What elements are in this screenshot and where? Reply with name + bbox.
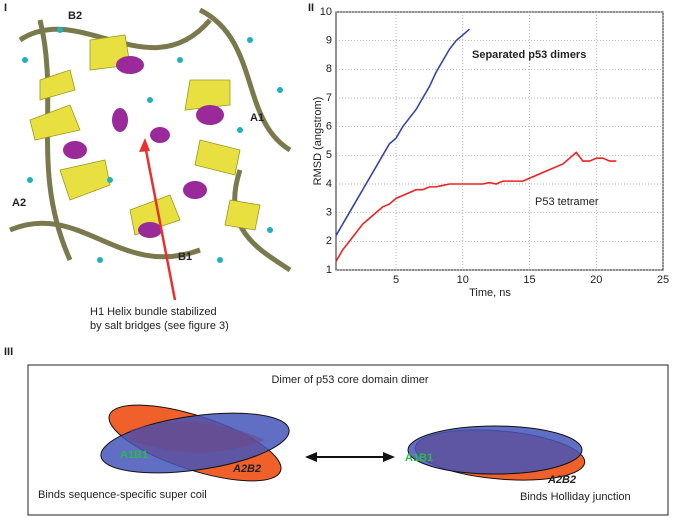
plot-area (335, 11, 664, 271)
dimer-label: A2B2 (232, 463, 261, 475)
x-axis-label: Time, ns (469, 287, 511, 299)
chart-annotation: Separated p53 dimers (472, 49, 586, 61)
y-tick-label: 6 (326, 121, 332, 133)
x-tick-label: 5 (393, 274, 399, 286)
dimer-label: A2B2 (547, 474, 576, 486)
chart-annotation: P53 tetramer (535, 196, 599, 208)
dimer-label: A1B1 (405, 452, 433, 464)
series-line (335, 151, 617, 262)
structure-image (8, 5, 298, 301)
y-tick-label: 8 (326, 63, 332, 75)
structure-annotation: by salt bridges (see figure 3) (90, 320, 229, 332)
dimer-label: A1B1 (120, 449, 148, 461)
x-tick-label: 10 (457, 274, 469, 286)
structure-annotation: H1 Helix bundle stabilized (90, 306, 217, 318)
left-dimer (100, 404, 290, 482)
x-tick-label: 15 (523, 274, 535, 286)
y-tick-label: 3 (326, 207, 332, 219)
structure-label: B2 (68, 10, 82, 22)
diagram-caption: Binds sequence-specific super coil (38, 489, 207, 501)
y-tick-label: 7 (326, 92, 332, 104)
panel-label: II (308, 2, 314, 14)
y-tick-label: 1 (326, 264, 332, 276)
y-axis-label: RMSD (angstrom) (312, 97, 324, 186)
diagram-caption: Binds Holliday junction (520, 491, 631, 503)
x-tick-label: 25 (657, 274, 669, 286)
panel-label: I (4, 2, 7, 14)
right-dimer (407, 425, 586, 481)
y-tick-label: 2 (326, 235, 332, 247)
panel-label: III (4, 346, 13, 358)
structure-label: A1 (250, 112, 264, 124)
series-line (335, 28, 470, 237)
y-tick-label: 5 (326, 149, 332, 161)
arrow (305, 452, 395, 462)
y-tick-label: 4 (326, 178, 332, 190)
diagram-title: Dimer of p53 core domain dimer (271, 374, 428, 386)
y-tick-label: 10 (320, 6, 332, 18)
structure-label: B1 (178, 251, 192, 263)
y-tick-label: 9 (326, 35, 332, 47)
x-tick-label: 20 (590, 274, 602, 286)
structure-label: A2 (12, 197, 26, 209)
